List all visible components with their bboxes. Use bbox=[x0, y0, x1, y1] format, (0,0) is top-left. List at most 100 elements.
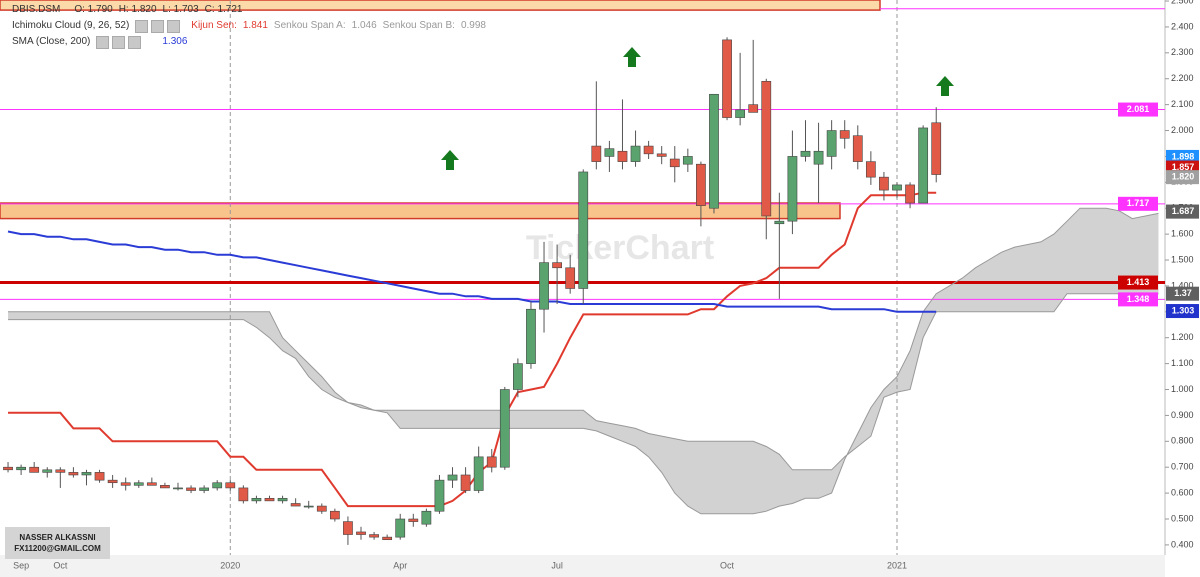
y-tick-label: 2.100 bbox=[1171, 99, 1194, 109]
y-tick-label: 2.300 bbox=[1171, 47, 1194, 57]
legend: DBIS.DSM O: 1.790 H: 1.820 L: 1.703 C: 1.721… bbox=[12, 2, 486, 50]
candle-body bbox=[343, 521, 353, 535]
y-tick-label: 2.000 bbox=[1171, 125, 1194, 135]
candle-body bbox=[329, 510, 340, 520]
y-tick-label: 1.200 bbox=[1171, 332, 1194, 342]
candle-body bbox=[774, 220, 785, 225]
candle-body bbox=[918, 127, 929, 204]
price-label-box bbox=[1166, 170, 1199, 185]
candle-body bbox=[552, 262, 562, 269]
candle-body bbox=[826, 130, 837, 157]
candle-body bbox=[682, 156, 693, 165]
ohlc-value: O: 1.790 bbox=[74, 4, 113, 15]
candle-body bbox=[146, 482, 157, 486]
ohlc-value: L: 1.703 bbox=[162, 4, 199, 15]
indicator-line bbox=[8, 191, 937, 508]
price-label: 1.303 bbox=[1172, 305, 1195, 315]
candle-body bbox=[852, 135, 863, 162]
label-layer: 0.400 0.500 0.600 0.700 0.800 0.900 1.000 1.100… bbox=[13, 0, 1199, 570]
y-tick-label: 0.600 bbox=[1171, 487, 1194, 497]
candle-body bbox=[905, 184, 915, 204]
candle-body bbox=[199, 487, 210, 491]
candle-body bbox=[800, 150, 811, 157]
legend-value: 1.306 bbox=[162, 36, 188, 47]
candle-body bbox=[565, 267, 576, 289]
price-label-box bbox=[1166, 286, 1199, 301]
candle-body bbox=[630, 145, 641, 162]
watermark: TickerChart bbox=[526, 229, 714, 267]
ohlc-value: C: 1.721 bbox=[204, 4, 243, 15]
candle-body bbox=[473, 456, 484, 491]
candle-body bbox=[434, 479, 445, 512]
candle-body bbox=[539, 262, 549, 310]
price-label: 1.413 bbox=[1127, 277, 1150, 287]
candle-body bbox=[447, 474, 458, 481]
candle-body bbox=[669, 158, 680, 168]
icon bbox=[151, 19, 165, 33]
candle-body bbox=[761, 81, 772, 217]
candle-body bbox=[277, 497, 288, 502]
price-label-box bbox=[1166, 204, 1199, 219]
y-tick-label: 1.400 bbox=[1171, 280, 1194, 290]
x-tick-label: Apr bbox=[393, 560, 407, 570]
y-tick-label: 2.500 bbox=[1171, 0, 1194, 5]
indicator-line bbox=[7, 230, 937, 313]
x-axis-band bbox=[0, 555, 1200, 577]
price-label-box bbox=[1166, 149, 1199, 164]
candle-body bbox=[748, 104, 759, 113]
candle-body bbox=[42, 469, 53, 473]
candle-body bbox=[55, 469, 66, 473]
candle-body bbox=[656, 153, 667, 157]
x-tick-label: Oct bbox=[720, 560, 735, 570]
legend-value: 1.841 bbox=[242, 20, 268, 31]
candle-body bbox=[591, 145, 602, 162]
y-tick-label: 1.000 bbox=[1171, 384, 1194, 394]
x-tick-label: Sep bbox=[13, 560, 29, 570]
candle-body bbox=[931, 122, 942, 175]
candle-body bbox=[94, 472, 105, 481]
price-label: 1.820 bbox=[1172, 172, 1195, 182]
candle-body bbox=[486, 456, 497, 468]
candle-body bbox=[3, 466, 13, 471]
symbol: DBIS.DSM bbox=[12, 4, 61, 15]
price-label-box bbox=[1118, 196, 1158, 211]
x-tick-label: Oct bbox=[53, 560, 68, 570]
y-tick-label: 0.700 bbox=[1171, 462, 1194, 472]
candle-body bbox=[787, 156, 798, 222]
candle-body bbox=[16, 466, 26, 471]
candle-body bbox=[264, 497, 275, 502]
y-tick-label: 1.600 bbox=[1171, 228, 1194, 238]
candle-body bbox=[173, 487, 183, 490]
y-tick-label: 0.900 bbox=[1171, 410, 1194, 420]
candle-body bbox=[290, 503, 301, 507]
icon bbox=[128, 35, 142, 49]
credit-box: NASSER ALKASSNI FX11200@GMAIL.COM bbox=[5, 527, 110, 559]
price-label-box bbox=[1118, 275, 1158, 290]
up-arrow bbox=[936, 76, 954, 96]
legend-name: Kijun Sen: bbox=[191, 20, 237, 31]
up-arrow bbox=[623, 47, 641, 67]
candle-body bbox=[120, 482, 131, 486]
candle-body bbox=[499, 389, 510, 468]
legend-value: 1.046 bbox=[351, 20, 377, 31]
candle-body bbox=[879, 176, 889, 191]
legend-row: Ichimoku Cloud (9, 26, 52) Kijun Sen: 1.84… bbox=[12, 18, 486, 34]
candle-body bbox=[186, 487, 196, 491]
price-label: 1.857 bbox=[1172, 162, 1195, 172]
candle-body bbox=[107, 479, 118, 484]
y-tick-label: 1.500 bbox=[1171, 254, 1194, 264]
candle-body bbox=[526, 308, 536, 364]
candle-body bbox=[696, 163, 706, 206]
credit-line: NASSER ALKASSNI bbox=[19, 533, 96, 542]
candle-body bbox=[356, 531, 366, 535]
price-label: 1.348 bbox=[1127, 294, 1150, 304]
price-label: 1.717 bbox=[1127, 198, 1150, 208]
candle-body bbox=[316, 505, 327, 512]
candle-body bbox=[238, 487, 249, 502]
ohlc-value: H: 1.820 bbox=[118, 4, 157, 15]
candle-body bbox=[578, 171, 589, 289]
candle-body bbox=[408, 518, 419, 522]
icon bbox=[135, 19, 149, 33]
x-tick-label: Jul bbox=[551, 560, 563, 570]
